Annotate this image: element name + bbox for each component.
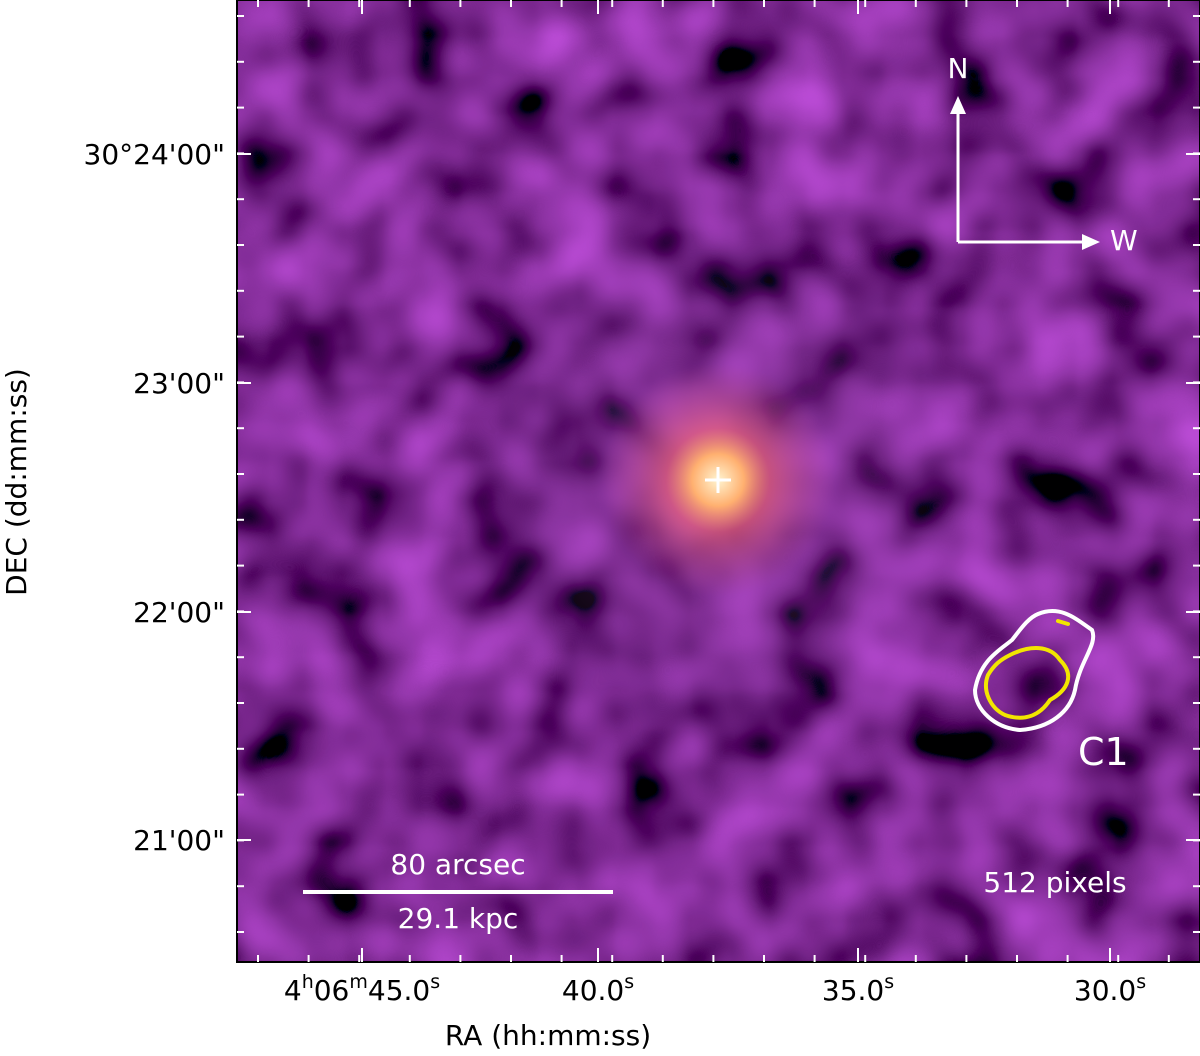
scale-angle: 80 arcsec <box>390 848 525 881</box>
contour-inner <box>984 646 1071 720</box>
tick-label-superscript: s <box>430 971 440 993</box>
tick-label-part: 35.0 <box>822 974 884 1007</box>
tick-label-part: 30.0 <box>1074 974 1136 1007</box>
compass <box>956 104 1090 244</box>
y-tick-label: 23'00" <box>133 367 225 400</box>
tick-label-part: 45.0 <box>368 974 430 1007</box>
axes-frame <box>236 0 1200 963</box>
tick-label-part: 06 <box>314 974 350 1007</box>
x-tick-label: 4h06m45.0s <box>284 971 440 1007</box>
sky-image: N W C1 80 arcsec 29.1 kpc 512 pixels <box>237 0 1200 962</box>
contour-inner-small <box>1056 619 1070 626</box>
x-tick-label: 35.0s <box>822 971 894 1007</box>
center-cross <box>705 467 731 493</box>
scale-length: 29.1 kpc <box>398 902 519 935</box>
x-tick-label: 40.0s <box>562 971 634 1007</box>
region-label: C1 <box>1078 730 1129 774</box>
west-label: W <box>1110 224 1138 257</box>
y-tick-label: 22'00" <box>133 596 225 629</box>
x-tick-label: 30.0s <box>1074 971 1146 1007</box>
tick-label-part: 4 <box>284 974 302 1007</box>
tick-label-superscript: s <box>884 971 894 993</box>
tick-label-superscript: m <box>349 971 368 993</box>
tick-label-superscript: s <box>1136 971 1146 993</box>
y-tick-label: 30°24'00" <box>84 138 225 171</box>
y-tick-label: 21'00" <box>133 824 225 857</box>
north-label: N <box>948 52 969 85</box>
y-axis-label: DEC (dd:mm:ss) <box>0 368 33 596</box>
tick-label-superscript: h <box>302 971 314 993</box>
ticks <box>237 0 1200 962</box>
tick-label-superscript: s <box>624 971 634 993</box>
contour-outer <box>972 609 1096 733</box>
resolution-label: 512 pixels <box>983 866 1126 899</box>
x-axis-label: RA (hh:mm:ss) <box>445 1019 651 1052</box>
tick-label-part: 40.0 <box>562 974 624 1007</box>
